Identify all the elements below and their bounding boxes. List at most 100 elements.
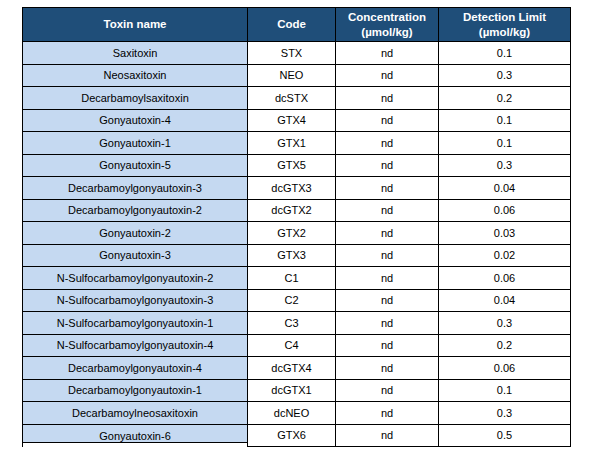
code-cell: GTX5 — [248, 154, 336, 177]
table-row: N-Sulfocarbamoylgonyautoxin-3 C2 nd 0.04 — [23, 289, 571, 312]
table-row: Gonyautoxin-4 GTX4 nd 0.1 — [23, 109, 571, 132]
column-header-concentration: Concentration (µmol/kg) — [336, 8, 439, 42]
detection-limit-cell: 0.1 — [439, 132, 571, 155]
header-unit: (µmol/kg) — [338, 25, 436, 39]
column-header-toxin-name: Toxin name — [23, 8, 248, 42]
toxin-table: Toxin name Code Concentration (µmol/kg) … — [22, 7, 571, 447]
detection-limit-cell: 0.06 — [439, 267, 571, 290]
concentration-cell: nd — [336, 334, 439, 357]
concentration-cell: nd — [336, 64, 439, 87]
toxin-name-cell: Gonyautoxin-1 — [23, 132, 248, 155]
concentration-cell: nd — [336, 222, 439, 245]
table-row: Decarbamoylgonyautoxin-3 dcGTX3 nd 0.04 — [23, 177, 571, 200]
concentration-cell: nd — [336, 289, 439, 312]
toxin-name-cell: Decarbamoylgonyautoxin-3 — [23, 177, 248, 200]
detection-limit-cell: 0.3 — [439, 312, 571, 335]
table-row: Neosaxitoxin NEO nd 0.3 — [23, 64, 571, 87]
detection-limit-cell: 0.06 — [439, 199, 571, 222]
concentration-cell: nd — [336, 132, 439, 155]
code-cell: C3 — [248, 312, 336, 335]
toxin-name-cell: Decarbamoylneosaxitoxin — [23, 402, 248, 425]
concentration-cell: nd — [336, 109, 439, 132]
table-row: Gonyautoxin-5 GTX5 nd 0.3 — [23, 154, 571, 177]
header-label: Concentration — [348, 11, 426, 23]
table-row: N-Sulfocarbamoylgonyautoxin-1 C3 nd 0.3 — [23, 312, 571, 335]
toxin-name-cell: Gonyautoxin-4 — [23, 109, 248, 132]
detection-limit-cell: 0.04 — [439, 289, 571, 312]
table-row: Gonyautoxin-2 GTX2 nd 0.03 — [23, 222, 571, 245]
toxin-name-cell: N-Sulfocarbamoylgonyautoxin-3 — [23, 289, 248, 312]
concentration-cell: nd — [336, 244, 439, 267]
code-cell: dcGTX3 — [248, 177, 336, 200]
concentration-cell: nd — [336, 379, 439, 402]
toxin-name-cell: Decarbamoylgonyautoxin-2 — [23, 199, 248, 222]
table-body: Saxitoxin STX nd 0.1 Neosaxitoxin NEO nd… — [23, 42, 571, 447]
table-row: Saxitoxin STX nd 0.1 — [23, 42, 571, 65]
code-cell: STX — [248, 42, 336, 65]
table-header: Toxin name Code Concentration (µmol/kg) … — [23, 8, 571, 42]
concentration-cell: nd — [336, 402, 439, 425]
header-label: Code — [277, 18, 306, 30]
toxin-name-cell: Gonyautoxin-3 — [23, 244, 248, 267]
concentration-cell: nd — [336, 177, 439, 200]
code-cell: GTX1 — [248, 132, 336, 155]
code-cell: dcGTX4 — [248, 357, 336, 380]
column-header-detection-limit: Detection Limit (µmol/kg) — [439, 8, 571, 42]
code-cell: GTX3 — [248, 244, 336, 267]
concentration-cell: nd — [336, 199, 439, 222]
header-row: Toxin name Code Concentration (µmol/kg) … — [23, 8, 571, 42]
table-row: N-Sulfocarbamoylgonyautoxin-4 C4 nd 0.2 — [23, 334, 571, 357]
code-cell: C2 — [248, 289, 336, 312]
table-row: Gonyautoxin-3 GTX3 nd 0.02 — [23, 244, 571, 267]
header-label: Toxin name — [103, 18, 166, 30]
table-row: Decarbamoylgonyautoxin-4 dcGTX4 nd 0.06 — [23, 357, 571, 380]
concentration-cell: nd — [336, 357, 439, 380]
table-row: Decarbamoylneosaxitoxin dcNEO nd 0.3 — [23, 402, 571, 425]
concentration-cell: nd — [336, 154, 439, 177]
detection-limit-cell: 0.3 — [439, 154, 571, 177]
code-cell: C4 — [248, 334, 336, 357]
table-row: Decarbamoylgonyautoxin-1 dcGTX1 nd 0.1 — [23, 379, 571, 402]
detection-limit-cell: 0.3 — [439, 64, 571, 87]
code-cell: dcNEO — [248, 402, 336, 425]
toxin-name-cell: Saxitoxin — [23, 42, 248, 65]
detection-limit-cell: 0.3 — [439, 402, 571, 425]
table-row: Gonyautoxin-6 GTX6 nd 0.5 — [23, 424, 571, 447]
concentration-cell: nd — [336, 267, 439, 290]
toxin-name-cell: N-Sulfocarbamoylgonyautoxin-2 — [23, 267, 248, 290]
header-unit: (µmol/kg) — [441, 25, 568, 39]
toxin-name-cell: N-Sulfocarbamoylgonyautoxin-1 — [23, 312, 248, 335]
detection-limit-cell: 0.1 — [439, 42, 571, 65]
column-header-code: Code — [248, 8, 336, 42]
code-cell: dcGTX2 — [248, 199, 336, 222]
detection-limit-cell: 0.04 — [439, 177, 571, 200]
code-cell: dcGTX1 — [248, 379, 336, 402]
toxin-name-cell: N-Sulfocarbamoylgonyautoxin-4 — [23, 334, 248, 357]
detection-limit-cell: 0.06 — [439, 357, 571, 380]
code-cell: GTX4 — [248, 109, 336, 132]
header-label: Detection Limit — [463, 11, 546, 23]
concentration-cell: nd — [336, 312, 439, 335]
page: Toxin name Code Concentration (µmol/kg) … — [0, 0, 601, 468]
detection-limit-cell: 0.1 — [439, 109, 571, 132]
detection-limit-cell: 0.02 — [439, 244, 571, 267]
detection-limit-cell: 0.2 — [439, 334, 571, 357]
toxin-name-cell: Decarbamoylgonyautoxin-1 — [23, 379, 248, 402]
concentration-cell: nd — [336, 424, 439, 447]
detection-limit-cell: 0.5 — [439, 424, 571, 447]
concentration-cell: nd — [336, 42, 439, 65]
code-cell: GTX6 — [248, 424, 336, 447]
table-row: Decarbamoylgonyautoxin-2 dcGTX2 nd 0.06 — [23, 199, 571, 222]
table-row: Gonyautoxin-1 GTX1 nd 0.1 — [23, 132, 571, 155]
table-row: N-Sulfocarbamoylgonyautoxin-2 C1 nd 0.06 — [23, 267, 571, 290]
detection-limit-cell: 0.1 — [439, 379, 571, 402]
toxin-name-cell: Neosaxitoxin — [23, 64, 248, 87]
code-cell: dcSTX — [248, 87, 336, 110]
detection-limit-cell: 0.2 — [439, 87, 571, 110]
toxin-name-cell: Gonyautoxin-6 — [23, 424, 248, 447]
code-cell: GTX2 — [248, 222, 336, 245]
detection-limit-cell: 0.03 — [439, 222, 571, 245]
concentration-cell: nd — [336, 87, 439, 110]
code-cell: NEO — [248, 64, 336, 87]
toxin-name-cell: Gonyautoxin-2 — [23, 222, 248, 245]
